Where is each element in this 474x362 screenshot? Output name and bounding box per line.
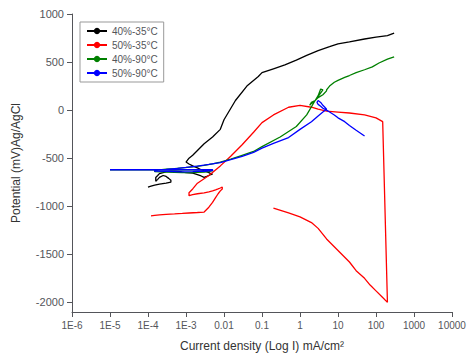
svg-text:Current density (Log I) mA/cm²: Current density (Log I) mA/cm² bbox=[180, 339, 344, 353]
svg-text:-1000: -1000 bbox=[36, 200, 64, 212]
svg-text:10000: 10000 bbox=[438, 320, 466, 331]
svg-text:40%-35°C: 40%-35°C bbox=[112, 26, 158, 37]
svg-text:40%-90°C: 40%-90°C bbox=[112, 54, 158, 65]
svg-text:50%-35°C: 50%-35°C bbox=[112, 40, 158, 51]
svg-text:50%-90°C: 50%-90°C bbox=[112, 68, 158, 79]
svg-text:0.01: 0.01 bbox=[214, 320, 234, 331]
svg-text:1000: 1000 bbox=[403, 320, 426, 331]
svg-text:-1500: -1500 bbox=[36, 248, 64, 260]
svg-text:10: 10 bbox=[332, 320, 344, 331]
svg-text:1E-6: 1E-6 bbox=[61, 320, 83, 331]
svg-text:1000: 1000 bbox=[40, 8, 64, 20]
svg-text:1E-4: 1E-4 bbox=[137, 320, 159, 331]
svg-text:-500: -500 bbox=[42, 152, 64, 164]
svg-text:100: 100 bbox=[368, 320, 385, 331]
svg-text:0.1: 0.1 bbox=[255, 320, 269, 331]
svg-text:1E-5: 1E-5 bbox=[99, 320, 121, 331]
svg-text:500: 500 bbox=[46, 56, 64, 68]
svg-text:1E-3: 1E-3 bbox=[175, 320, 197, 331]
svg-text:0: 0 bbox=[58, 104, 64, 116]
svg-text:Potential (mV)Ag/AgCl: Potential (mV)Ag/AgCl bbox=[9, 103, 23, 223]
svg-text:1: 1 bbox=[297, 320, 303, 331]
svg-text:-2000: -2000 bbox=[36, 296, 64, 308]
